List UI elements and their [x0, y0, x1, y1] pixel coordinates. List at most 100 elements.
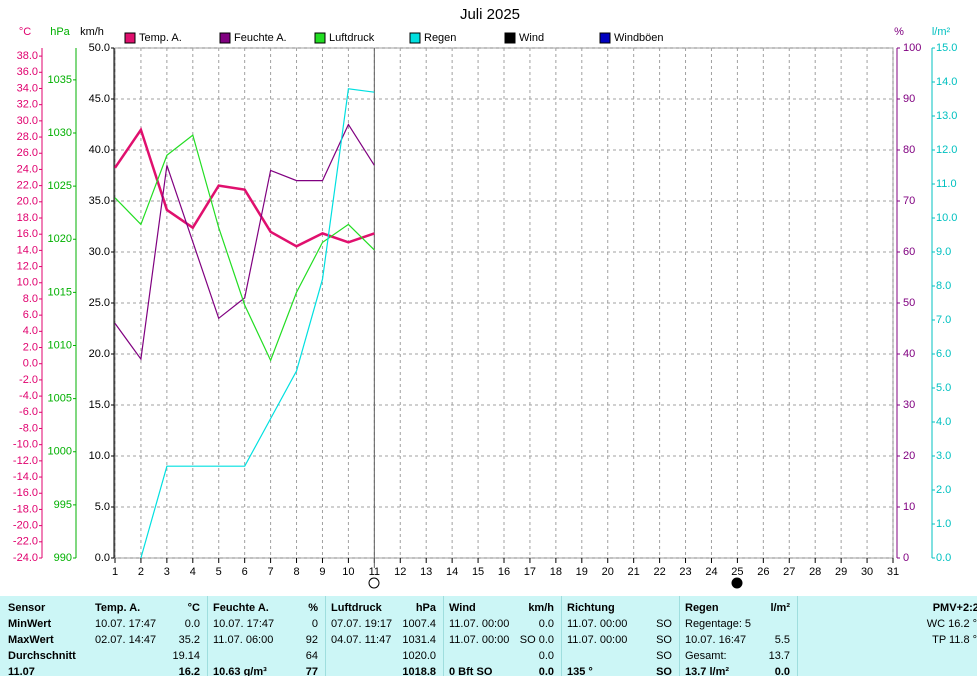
table-cell: 10.07. 17:47: [95, 618, 157, 630]
table-cell: 02.07. 14:47: [95, 634, 157, 646]
y-tick-label: -4.0: [19, 390, 38, 402]
x-tick-label: 12: [394, 566, 406, 578]
y-tick-label: 9.0: [936, 246, 951, 258]
x-tick-label: 15: [472, 566, 484, 578]
y-tick-label: 50: [903, 297, 915, 309]
y-tick-label: 12.0: [936, 144, 957, 156]
y-tick-label: 32.0: [17, 99, 38, 111]
y-tick-label: 5.0: [936, 382, 951, 394]
y-tick-label: 5.0: [95, 501, 110, 513]
table-cell: 135 °: [567, 666, 593, 676]
y-tick-label: -22.0: [13, 536, 38, 548]
series-line: [114, 134, 375, 362]
table-cell: 1018.8: [402, 666, 436, 676]
y-tick-label: 1005: [48, 393, 72, 405]
x-tick-label: 23: [679, 566, 691, 578]
table-cell: Luftdruck: [331, 602, 382, 614]
table-cell: SO: [656, 618, 672, 630]
legend-swatch: [219, 32, 231, 44]
table-cell: Wind: [449, 602, 476, 614]
x-tick-label: 22: [653, 566, 665, 578]
y-tick-label: 1025: [48, 180, 72, 192]
y-tick-label: -14.0: [13, 471, 38, 483]
table-cell: Durchschnitt: [8, 650, 76, 662]
table-cell: SO: [656, 666, 672, 676]
y-tick-label: 10.0: [936, 212, 957, 224]
x-tick-label: 28: [809, 566, 821, 578]
y-tick-label: 30.0: [17, 115, 38, 127]
x-tick-label: 10: [342, 566, 354, 578]
table-cell: 11.07. 00:00: [449, 618, 510, 630]
y-tick-label: 4.0: [936, 416, 951, 428]
y-tick-label: 10.0: [17, 277, 38, 289]
y-tick-label: 36.0: [17, 66, 38, 78]
x-tick-label: 14: [446, 566, 458, 578]
table-cell: Temp. A.: [95, 602, 141, 614]
table-cell: 11.07. 06:00: [213, 634, 274, 646]
stats-table: Sensor Temp. A. °C Feuchte A.% Luftdruck hPa W…: [0, 596, 977, 676]
y-tick-label: -20.0: [13, 520, 38, 532]
y-tick-label: 70: [903, 195, 915, 207]
y-tick-label: 8.0: [23, 293, 38, 305]
y-tick-label: 100: [903, 42, 921, 54]
table-cell: SO: [656, 634, 672, 646]
legend-swatch: [504, 32, 516, 44]
table-cell: 11.07. 00:00: [449, 634, 510, 646]
x-tick-label: 30: [861, 566, 873, 578]
table-cell: 1031.4: [402, 634, 436, 646]
moon-marker: [368, 577, 380, 589]
y-tick-label: 1.0: [936, 518, 951, 530]
y-tick-label: 0.0: [95, 552, 110, 564]
chart-title: Juli 2025: [460, 6, 520, 23]
y-tick-label: 30.0: [89, 246, 110, 258]
y-tick-label: -6.0: [19, 406, 38, 418]
y-tick-label: 1000: [48, 446, 72, 458]
table-cell: WC 16.2 °C: [926, 618, 977, 630]
x-tick-label: 29: [835, 566, 847, 578]
x-tick-label: 20: [602, 566, 614, 578]
x-tick-label: 19: [576, 566, 588, 578]
table-cell: 04.07. 11:47: [331, 634, 392, 646]
table-cell: 19.14: [172, 650, 200, 662]
column-separator: [443, 596, 444, 676]
table-cell: 1007.4: [402, 618, 436, 630]
y-tick-label: 1015: [48, 286, 72, 298]
legend-label: Temp. A.: [139, 32, 182, 44]
y-tick-label: 1030: [48, 127, 72, 139]
x-tick-label: 7: [268, 566, 274, 578]
column-separator: [325, 596, 326, 676]
axis-unit: %: [894, 26, 904, 38]
table-cell: °C: [187, 602, 200, 614]
y-tick-label: -24.0: [13, 552, 38, 564]
table-cell: 16.2: [178, 666, 200, 676]
column-separator: [679, 596, 680, 676]
y-tick-label: 10: [903, 501, 915, 513]
y-tick-label: 12.0: [17, 260, 38, 272]
table-cell: Sensor: [8, 602, 46, 614]
y-tick-label: 20.0: [17, 196, 38, 208]
y-tick-label: 1020: [48, 233, 72, 245]
table-cell: %: [308, 602, 318, 614]
table-cell: 0: [311, 618, 318, 630]
y-tick-label: -10.0: [13, 439, 38, 451]
table-cell: 0.0: [774, 666, 790, 676]
y-tick-label: 995: [54, 499, 72, 511]
y-tick-label: 10.0: [89, 450, 110, 462]
table-cell: SO: [656, 650, 672, 662]
x-tick-label: 27: [783, 566, 795, 578]
y-tick-label: 4.0: [23, 325, 38, 337]
y-tick-label: 8.0: [936, 280, 951, 292]
y-tick-label: -2.0: [19, 374, 38, 386]
table-cell: 0.0: [184, 618, 200, 630]
column-separator: [207, 596, 208, 676]
axis-unit: °C: [19, 26, 31, 38]
table-cell: 77: [305, 666, 318, 676]
y-tick-label: 38.0: [17, 50, 38, 62]
table-cell: 0.0: [538, 618, 554, 630]
table-cell: 10.07. 17:47: [213, 618, 275, 630]
y-tick-label: 50.0: [89, 42, 110, 54]
x-tick-label: 16: [498, 566, 510, 578]
y-tick-label: 7.0: [936, 314, 951, 326]
x-tick-label: 25: [731, 566, 743, 578]
legend-label: Windböen: [614, 32, 664, 44]
